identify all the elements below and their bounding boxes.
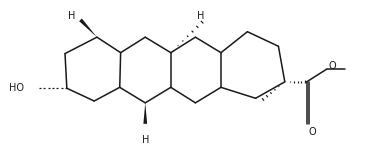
Text: O: O bbox=[328, 61, 336, 71]
Text: H: H bbox=[197, 11, 205, 21]
Polygon shape bbox=[79, 19, 97, 37]
Polygon shape bbox=[143, 103, 147, 124]
Text: HO: HO bbox=[9, 83, 24, 93]
Text: O: O bbox=[308, 127, 316, 137]
Text: H: H bbox=[68, 11, 75, 21]
Text: H: H bbox=[142, 135, 149, 145]
